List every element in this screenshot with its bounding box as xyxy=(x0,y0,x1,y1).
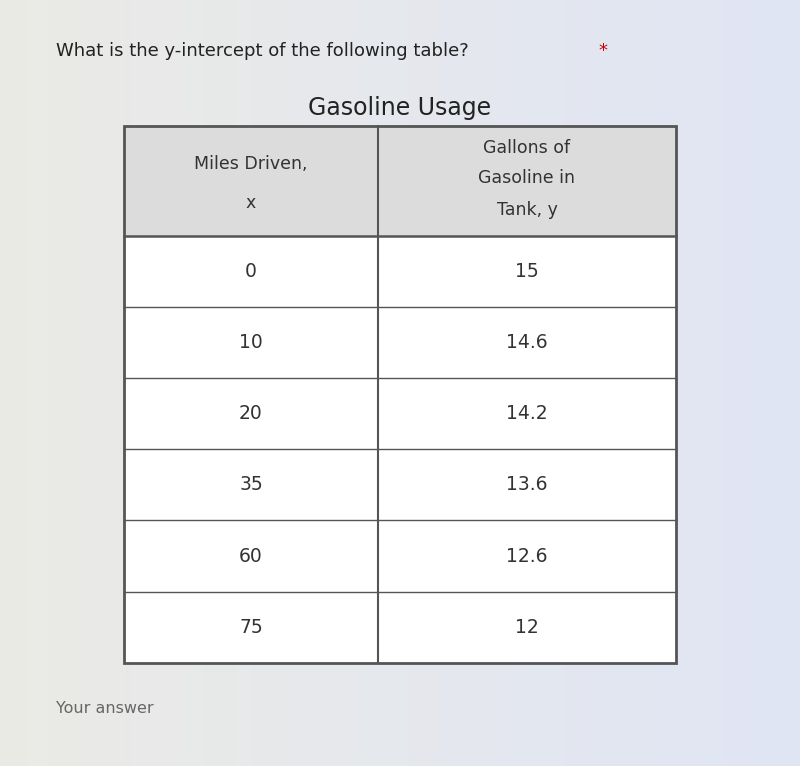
Text: Your answer: Your answer xyxy=(56,701,154,716)
Text: Gasoline Usage: Gasoline Usage xyxy=(309,96,491,119)
Bar xyxy=(124,126,676,663)
Text: x: x xyxy=(246,194,256,211)
Text: 14.6: 14.6 xyxy=(506,333,548,352)
Text: 15: 15 xyxy=(515,262,539,281)
Text: *: * xyxy=(598,42,607,60)
Text: What is the y-intercept of the following table?: What is the y-intercept of the following… xyxy=(56,42,474,60)
Text: 10: 10 xyxy=(239,333,263,352)
Text: 20: 20 xyxy=(239,404,263,424)
Text: Miles Driven,: Miles Driven, xyxy=(194,155,308,173)
Text: 14.2: 14.2 xyxy=(506,404,548,424)
Text: Tank, y: Tank, y xyxy=(497,201,558,219)
Text: Gasoline in: Gasoline in xyxy=(478,169,575,187)
Text: Gallons of: Gallons of xyxy=(483,139,570,156)
Text: 12: 12 xyxy=(515,617,539,637)
Text: 0: 0 xyxy=(245,262,257,281)
Bar xyxy=(124,126,676,236)
Text: 35: 35 xyxy=(239,476,263,495)
Text: 75: 75 xyxy=(239,617,263,637)
Text: 12.6: 12.6 xyxy=(506,546,548,565)
Text: 60: 60 xyxy=(239,546,263,565)
Text: 13.6: 13.6 xyxy=(506,476,548,495)
Bar xyxy=(124,126,676,663)
